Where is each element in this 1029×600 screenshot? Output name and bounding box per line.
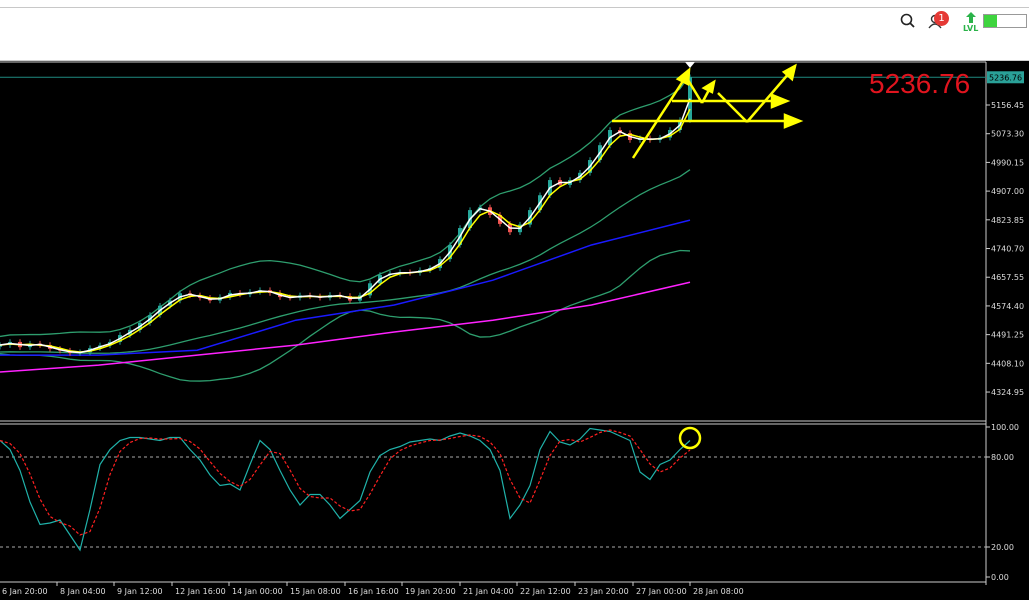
current-price-tag <box>987 71 1024 84</box>
time-tick-label: 22 Jan 12:00 <box>520 587 571 596</box>
time-tick-label: 21 Jan 04:00 <box>463 587 514 596</box>
price-tick-label: 4324.95 <box>991 388 1024 397</box>
toolbar: 1 LVL <box>0 0 1029 61</box>
time-tick-label: 16 Jan 16:00 <box>348 587 399 596</box>
time-tick-label: 14 Jan 00:00 <box>232 587 283 596</box>
price-tick-label: 4740.70 <box>991 245 1024 254</box>
trend-arrow-down <box>686 79 704 104</box>
price-tick-label: 4491.25 <box>991 331 1024 340</box>
time-tick-label: 27 Jan 00:00 <box>636 587 687 596</box>
stochastic-pane <box>0 427 691 552</box>
bollinger-upper <box>0 74 691 338</box>
bollinger-lower <box>0 249 691 382</box>
time-tick-label: 8 Jan 04:00 <box>60 587 106 596</box>
stoch-axis: 100.00 80.00 20.00 0.00 <box>0 423 1019 582</box>
stoch-highlight-circle <box>678 426 702 450</box>
stoch-k-line <box>0 427 691 552</box>
ma-blue-line <box>0 219 691 356</box>
arrow-head <box>781 63 797 82</box>
stoch-tick-label: 20.00 <box>991 543 1014 552</box>
time-tick-label: 12 Jan 16:00 <box>175 587 226 596</box>
price-tick-label: 5156.45 <box>991 101 1024 110</box>
current-price-display: 5236.76 <box>869 68 971 99</box>
stoch-d-line <box>0 429 691 536</box>
bollinger-middle <box>0 169 691 354</box>
price-axis: 5236.76 5156.45 5073.30 4990.15 4907.00 4823.… <box>0 71 1024 397</box>
price-tick-label: 4990.15 <box>991 158 1024 167</box>
divider <box>0 7 1029 8</box>
time-tick-label: 15 Jan 08:00 <box>290 587 341 596</box>
time-tick-label: 23 Jan 20:00 <box>578 587 629 596</box>
time-axis: 6 Jan 20:00 8 Jan 04:00 9 Jan 12:00 12 Jan … <box>2 582 744 596</box>
ma-magenta-line <box>0 281 691 373</box>
time-tick-label: 6 Jan 20:00 <box>2 587 48 596</box>
level-progress-bar <box>983 14 1027 28</box>
price-tick-label: 5073.30 <box>991 130 1024 139</box>
search-icon[interactable] <box>900 13 916 29</box>
projection-down <box>717 92 748 123</box>
price-tick-label: 4408.10 <box>991 359 1024 368</box>
arrow-head <box>770 93 791 109</box>
candle-body <box>688 77 692 120</box>
price-tick-label: 4823.85 <box>991 216 1024 225</box>
current-bar-marker <box>685 62 695 68</box>
stoch-tick-label: 100.00 <box>991 423 1019 432</box>
level-up-icon <box>966 12 976 23</box>
time-tick-label: 9 Jan 12:00 <box>117 587 163 596</box>
level-progress-fill <box>984 15 997 27</box>
trend-annotations <box>612 63 804 450</box>
main-pane <box>0 74 692 382</box>
time-tick-label: 19 Jan 20:00 <box>405 587 456 596</box>
ma-white-line <box>0 98 691 354</box>
candle-body <box>0 345 2 347</box>
price-tick-label: 4574.40 <box>991 302 1024 311</box>
time-tick-label: 28 Jan 08:00 <box>693 587 744 596</box>
price-tick-label: 4907.00 <box>991 187 1024 196</box>
stoch-tick-label: 80.00 <box>991 453 1014 462</box>
price-tick-label: 4657.55 <box>991 273 1024 282</box>
notification-badge: 1 <box>934 11 949 26</box>
trend-arrow-up <box>631 77 687 159</box>
stoch-tick-label: 0.00 <box>991 573 1009 582</box>
arrow-head <box>701 79 716 94</box>
arrow-head <box>783 113 804 129</box>
price-tick-label: 5236.76 <box>989 73 1022 82</box>
level-label: LVL <box>963 24 979 33</box>
arrow-head <box>675 67 691 86</box>
projection-up <box>746 71 791 123</box>
chart-frame <box>0 61 987 585</box>
